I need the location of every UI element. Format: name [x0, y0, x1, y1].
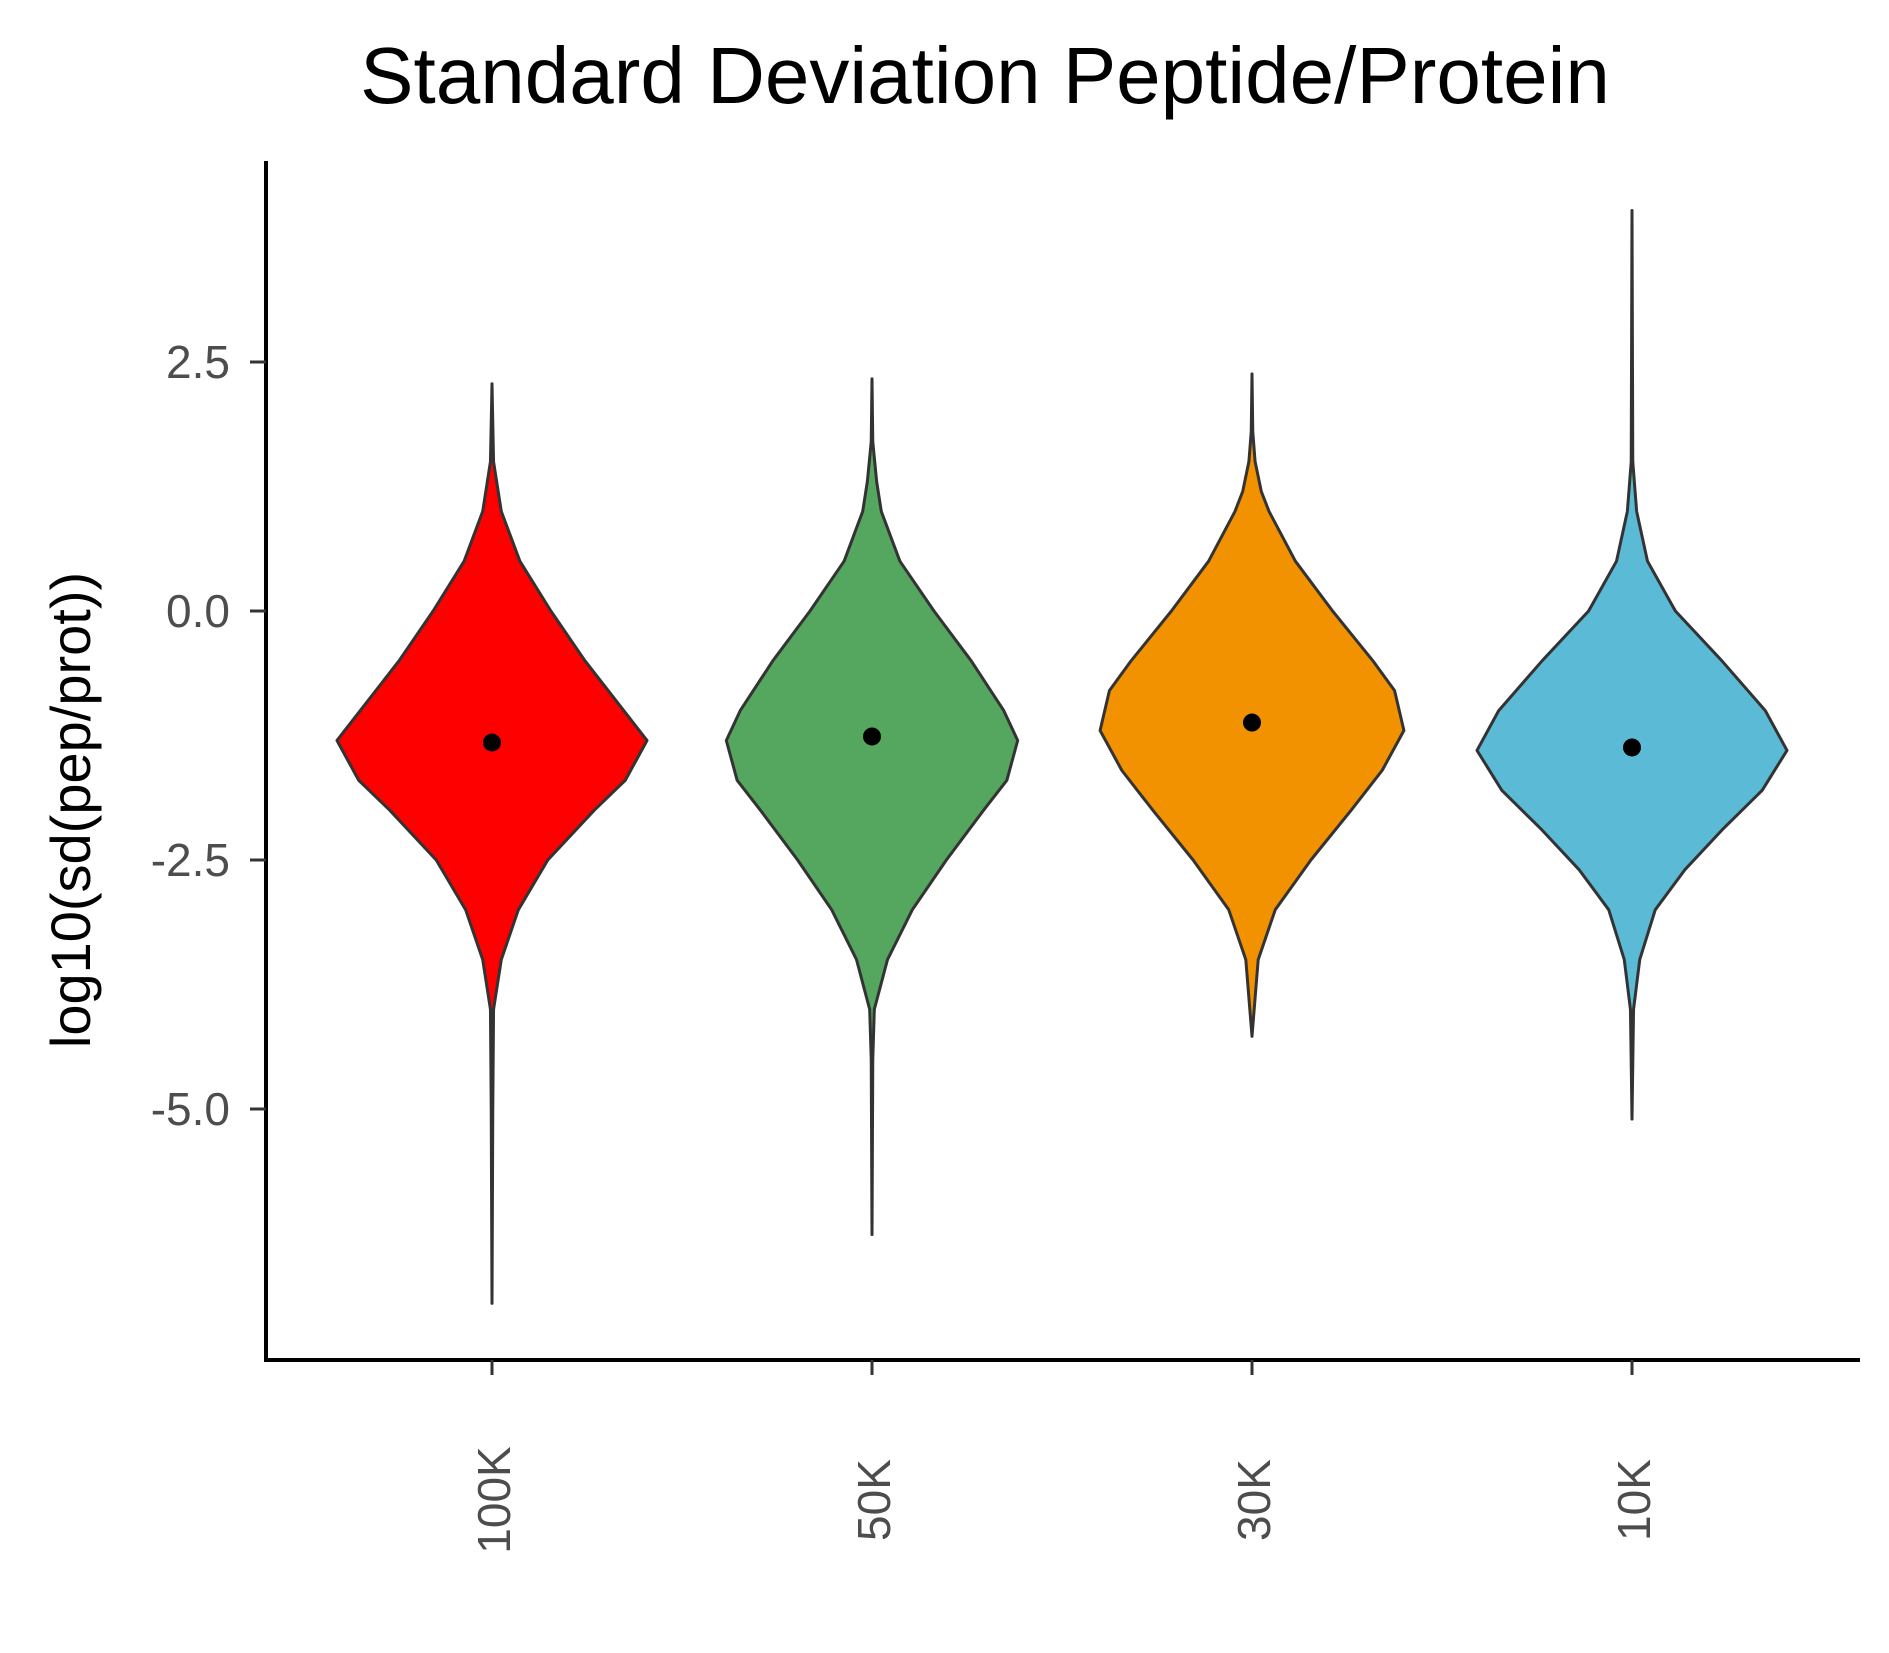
median-point-100k [483, 733, 501, 752]
y-tick-label-3: -5.0 [151, 1083, 230, 1135]
violin-50k [724, 377, 1020, 1236]
y-axis-label: log10(sd(pep/prot)) [39, 572, 102, 1048]
ticks-layer: 100K 50K 30K 10K 2.5 0.0 -2.5 -5.0 [151, 336, 1660, 1554]
y-tick-label-2: -2.5 [151, 834, 230, 886]
median-point-50k [863, 727, 881, 746]
y-tick-label-0: 2.5 [166, 336, 230, 388]
x-tick-label-10k: 10K [1608, 1459, 1660, 1541]
median-point-30k [1243, 713, 1261, 732]
violin-100k [335, 382, 649, 1305]
x-tick-label-100k: 100K [468, 1446, 520, 1554]
plot-layer [335, 209, 1789, 1305]
median-point-10k [1623, 738, 1641, 757]
x-tick-label-30k: 30K [1228, 1459, 1280, 1541]
chart-title: Standard Deviation Peptide/Protein [360, 31, 1610, 120]
y-tick-label-1: 0.0 [166, 585, 230, 637]
x-tick-label-50k: 50K [848, 1459, 900, 1541]
violin-30k [1098, 372, 1406, 1038]
violin-10k [1475, 209, 1789, 1121]
